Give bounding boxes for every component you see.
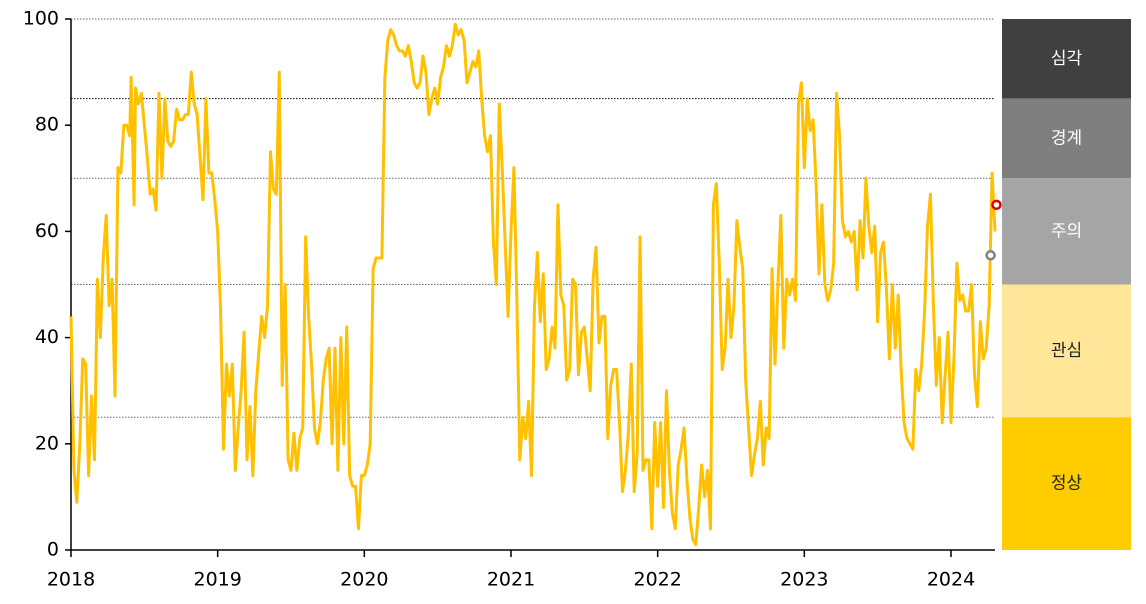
band-block xyxy=(1002,178,1131,285)
y-tick-label: 60 xyxy=(35,220,59,242)
x-tick-label: 2021 xyxy=(487,569,535,591)
band-block xyxy=(1002,19,1131,99)
x-tick-label: 2018 xyxy=(47,569,95,591)
y-tick-label: 0 xyxy=(47,539,59,561)
x-tick-label: 2024 xyxy=(927,569,975,591)
x-tick-label: 2019 xyxy=(193,569,241,591)
y-tick-label: 20 xyxy=(35,432,59,454)
x-tick-label: 2020 xyxy=(340,569,388,591)
end-marker xyxy=(985,250,996,261)
y-tick-label: 80 xyxy=(35,114,59,136)
band-label: 관심 xyxy=(1051,341,1082,361)
x-tick-label: 2022 xyxy=(633,569,681,591)
band-block xyxy=(1002,284,1131,418)
band-label: 심각 xyxy=(1051,49,1083,69)
band-block xyxy=(1002,417,1131,550)
end-marker xyxy=(991,199,1002,211)
y-tick-label: 40 xyxy=(35,326,59,348)
band-label: 주의 xyxy=(1051,221,1082,241)
band-block xyxy=(1002,98,1131,179)
x-tick-label: 2023 xyxy=(780,569,828,591)
data-line xyxy=(69,22,997,547)
band-label: 정상 xyxy=(1051,474,1083,494)
band-label: 경계 xyxy=(1051,128,1082,148)
y-tick-label: 100 xyxy=(23,8,59,30)
